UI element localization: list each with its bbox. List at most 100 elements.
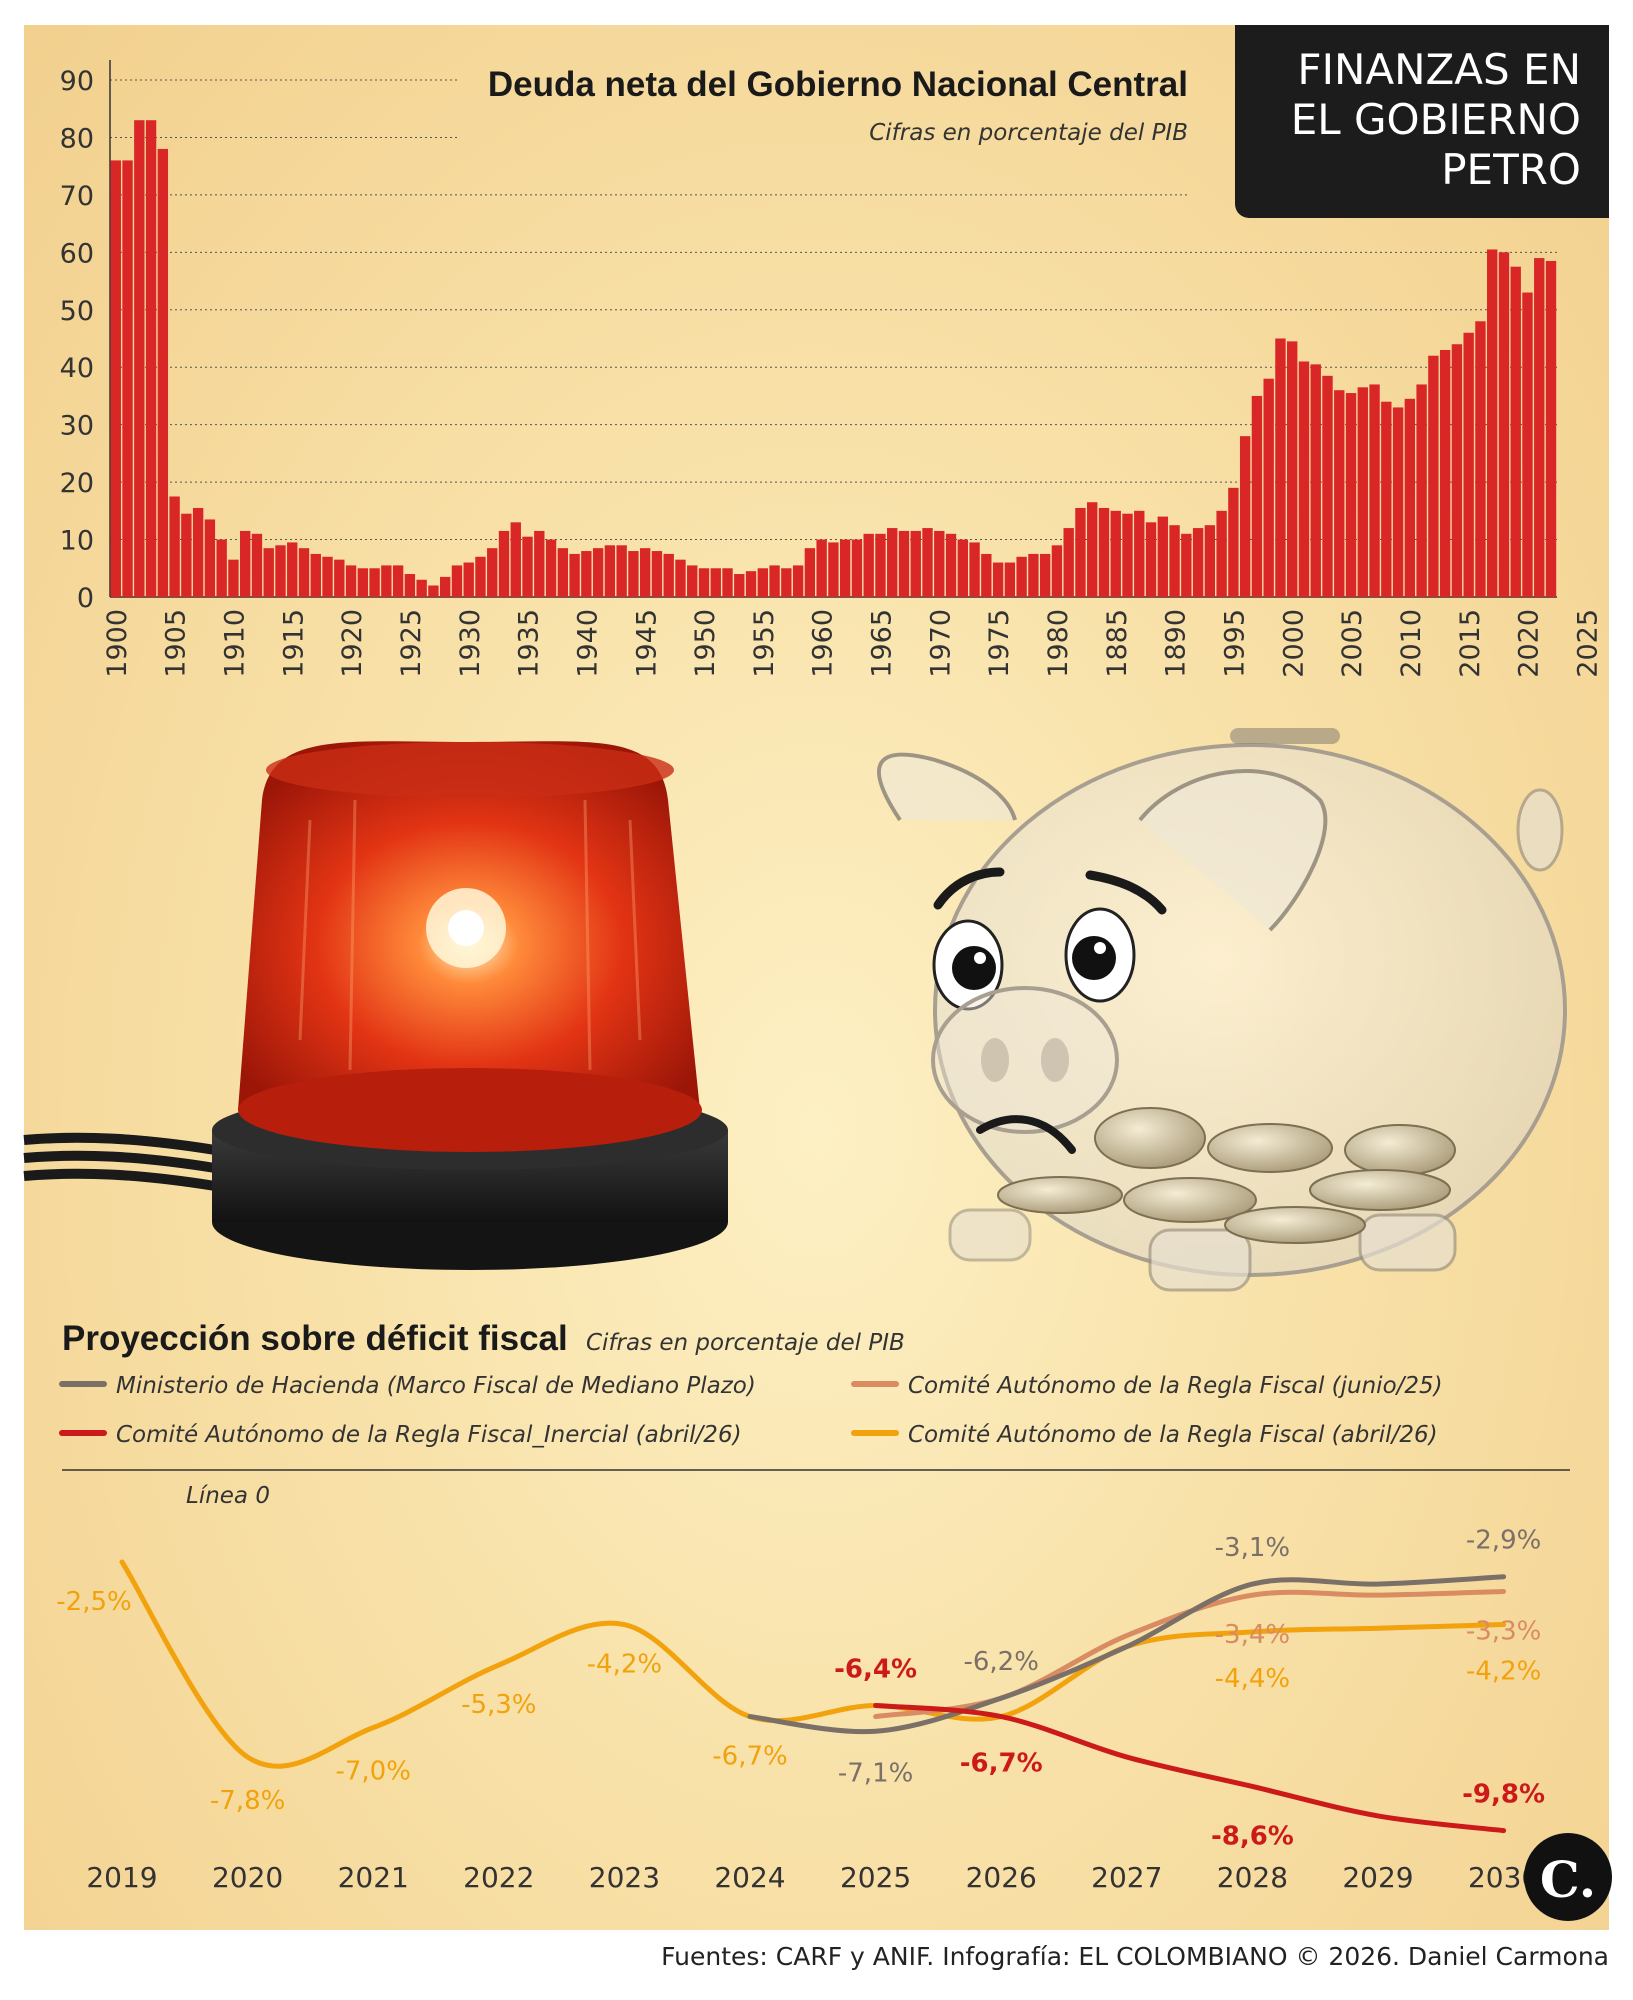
debt-bar: [1439, 349, 1451, 597]
debt-bar: [992, 562, 1004, 597]
bar-x-tick-label: 1965: [867, 609, 898, 678]
bar-y-tick-label: 40: [60, 353, 94, 384]
debt-bar: [722, 568, 733, 597]
deficit-data-label: -7,1%: [838, 1758, 913, 1788]
line-chart-data-labels: -7,1% -6,2% -3,1% -2,9% -3,4% -3,3% -6,4% -6,7%…: [56, 1526, 1545, 1852]
debt-bar: [1169, 525, 1180, 597]
deficit-data-label: -8,6%: [1211, 1821, 1294, 1851]
line-x-tick-label: 2028: [1217, 1861, 1288, 1894]
debt-bar: [287, 542, 298, 597]
deficit-data-label: -3,1%: [1215, 1533, 1290, 1563]
bar-x-tick-label: 1930: [455, 609, 486, 678]
debt-bar: [251, 533, 263, 597]
debt-bar: [839, 539, 851, 597]
debt-bar: [522, 536, 533, 597]
line-x-tick-label: 2024: [714, 1861, 785, 1894]
deficit-data-label: -9,8%: [1462, 1780, 1545, 1810]
debt-bar: [1157, 516, 1168, 597]
debt-bar: [322, 556, 333, 597]
line-chart-x-tick-labels: 2019 2020 2021 2022 2023 2024 2025 2026 2027 2028…: [86, 1861, 1539, 1894]
debt-bar: [604, 545, 616, 597]
debt-bar: [639, 548, 651, 597]
bar-x-tick-label: 1995: [1219, 609, 1250, 678]
debt-bar: [216, 539, 227, 597]
debt-bar: [157, 148, 169, 597]
line-chart-legend: Ministerio de Hacienda (Marco Fiscal de …: [59, 1373, 1443, 1448]
debt-bar: [898, 530, 910, 597]
deficit-data-label: -3,3%: [1466, 1616, 1541, 1646]
debt-bar: [1228, 487, 1239, 597]
line-x-tick-label: 2020: [212, 1861, 283, 1894]
debt-bar: [1522, 292, 1533, 597]
debt-bar: [557, 548, 569, 597]
debt-bar: [439, 576, 451, 597]
debt-bar: [698, 568, 710, 597]
deficit-data-label: -6,7%: [712, 1742, 787, 1772]
bar-x-tick-label: 1970: [925, 609, 956, 678]
debt-bar: [887, 528, 898, 597]
debt-bar: [581, 551, 592, 597]
bar-x-tick-label: 2000: [1278, 609, 1309, 678]
debt-bar: [510, 522, 521, 597]
debt-bar: [110, 160, 121, 597]
debt-bar-chart: 0 10 20 30 40 50 60 70 80 90 1900 1905 1910 1915 1920…: [60, 60, 1603, 678]
debt-bar: [1251, 395, 1263, 597]
debt-bar: [498, 530, 510, 597]
bar-x-tick-label: 2025: [1572, 609, 1603, 678]
debt-bar: [687, 565, 698, 597]
siren-light-icon: [23, 741, 728, 1270]
debt-bar: [745, 571, 757, 597]
bar-y-tick-label: 80: [60, 123, 94, 154]
bar-x-tick-label: 1915: [278, 609, 309, 678]
debt-bar: [1545, 260, 1557, 597]
line-x-tick-label: 2023: [589, 1861, 660, 1894]
line-x-tick-label: 2027: [1091, 1861, 1162, 1894]
debt-bar: [1416, 384, 1427, 597]
debt-bar: [381, 565, 392, 597]
debt-bar: [428, 585, 439, 597]
debt-bar: [1322, 375, 1333, 597]
photo-illustration: [23, 728, 1567, 1292]
bar-x-tick-label: 1890: [1161, 609, 1192, 678]
debt-bar: [1498, 252, 1510, 598]
debt-bar: [240, 530, 251, 597]
bar-y-tick-label: 30: [60, 411, 94, 442]
debt-bar: [1404, 398, 1416, 597]
debt-bar: [1016, 556, 1027, 597]
bar-x-tick-label: 2005: [1337, 609, 1368, 678]
debt-bar: [298, 548, 310, 597]
debt-bar: [651, 551, 663, 597]
debt-bar: [1487, 249, 1498, 597]
bar-x-tick-label: 1955: [749, 609, 780, 678]
debt-bar: [1098, 507, 1110, 597]
debt-bar: [122, 160, 133, 597]
debt-bar: [1087, 502, 1098, 597]
debt-bar: [1122, 513, 1133, 597]
source-footer: Fuentes: CARF y ANIF. Infografía: EL COL…: [661, 1942, 1609, 1971]
deficit-data-label: -4,2%: [587, 1650, 662, 1680]
debt-bar: [969, 542, 980, 597]
debt-bar: [1110, 510, 1121, 597]
debt-bar: [1475, 321, 1486, 597]
debt-bar: [404, 574, 416, 597]
legend-label: Comité Autónomo de la Regla Fiscal (juni…: [908, 1373, 1443, 1399]
debt-bar: [1334, 390, 1345, 597]
debt-bar: [169, 496, 180, 597]
debt-bar: [922, 528, 933, 597]
deficit-data-label: -4,4%: [1215, 1664, 1290, 1694]
debt-bar: [1004, 562, 1016, 597]
bar-x-tick-label: 2015: [1455, 609, 1486, 678]
badge-line: FINANZAS EN: [1297, 45, 1581, 94]
debt-bar: [592, 548, 604, 597]
debt-bar: [1381, 401, 1392, 597]
debt-bar: [1310, 364, 1321, 597]
bar-x-tick-label: 1950: [690, 609, 721, 678]
deficit-series-line: [747, 1574, 1507, 1735]
debt-bar: [334, 559, 345, 597]
bar-chart-title: Deuda neta del Gobierno Nacional Central: [488, 65, 1188, 104]
deficit-data-label: -5,3%: [461, 1690, 536, 1720]
debt-bar: [1063, 528, 1074, 597]
debt-bar: [1075, 507, 1086, 597]
bar-x-tick-label: 1910: [220, 609, 251, 678]
debt-bar: [1298, 361, 1310, 597]
